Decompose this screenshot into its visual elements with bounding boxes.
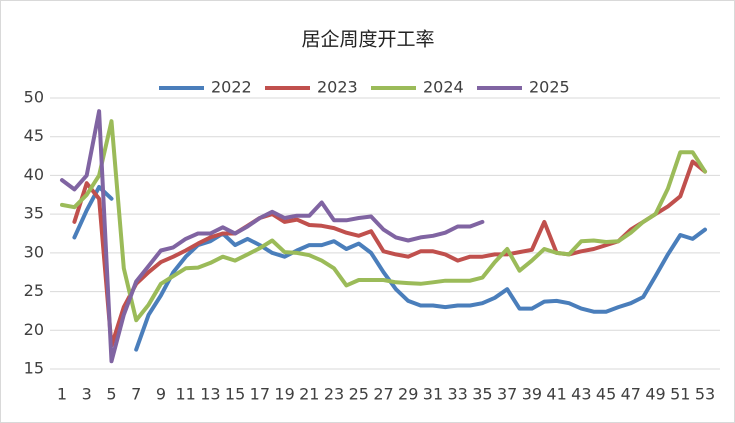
x-tick-label: 47 [621, 385, 641, 404]
x-tick-label: 35 [472, 385, 492, 404]
x-tick-label: 53 [695, 385, 715, 404]
x-tick-label: 49 [645, 385, 665, 404]
legend-label: 2025 [529, 78, 570, 97]
chart-title: 居企周度开工率 [301, 29, 434, 51]
x-tick-label: 11 [175, 385, 195, 404]
x-tick-label: 3 [82, 385, 92, 404]
y-tick-label: 35 [24, 204, 44, 223]
x-tick-label: 41 [546, 385, 566, 404]
y-tick-label: 50 [24, 88, 44, 107]
y-tick-label: 40 [24, 165, 44, 184]
x-tick-label: 45 [596, 385, 616, 404]
x-tick-label: 7 [131, 385, 141, 404]
x-tick-label: 21 [299, 385, 319, 404]
x-tick-label: 51 [670, 385, 690, 404]
x-tick-label: 39 [522, 385, 542, 404]
x-tick-label: 27 [373, 385, 393, 404]
y-tick-label: 20 [24, 320, 44, 339]
x-tick-label: 15 [225, 385, 245, 404]
series-line [72, 159, 707, 348]
x-tick-label: 1 [57, 385, 67, 404]
series-line [60, 119, 707, 323]
y-tick-label: 15 [24, 359, 44, 378]
x-tick-label: 13 [200, 385, 220, 404]
y-tick-label: 25 [24, 281, 44, 300]
x-tick-label: 23 [324, 385, 344, 404]
x-tick-label: 31 [423, 385, 443, 404]
y-tick-label: 30 [24, 242, 44, 261]
x-tick-label: 5 [106, 385, 116, 404]
x-tick-label: 25 [349, 385, 369, 404]
y-tick-label: 45 [24, 126, 44, 145]
x-tick-label: 43 [571, 385, 591, 404]
legend-label: 2022 [211, 78, 252, 97]
x-tick-label: 37 [497, 385, 517, 404]
legend-label: 2023 [317, 78, 358, 97]
x-tick-label: 17 [250, 385, 270, 404]
legend-label: 2024 [423, 78, 464, 97]
x-tick-label: 33 [448, 385, 468, 404]
x-tick-label: 29 [398, 385, 418, 404]
x-tick-label: 19 [274, 385, 294, 404]
x-tick-label: 9 [156, 385, 166, 404]
series-line [60, 109, 485, 364]
series-line [72, 185, 707, 352]
